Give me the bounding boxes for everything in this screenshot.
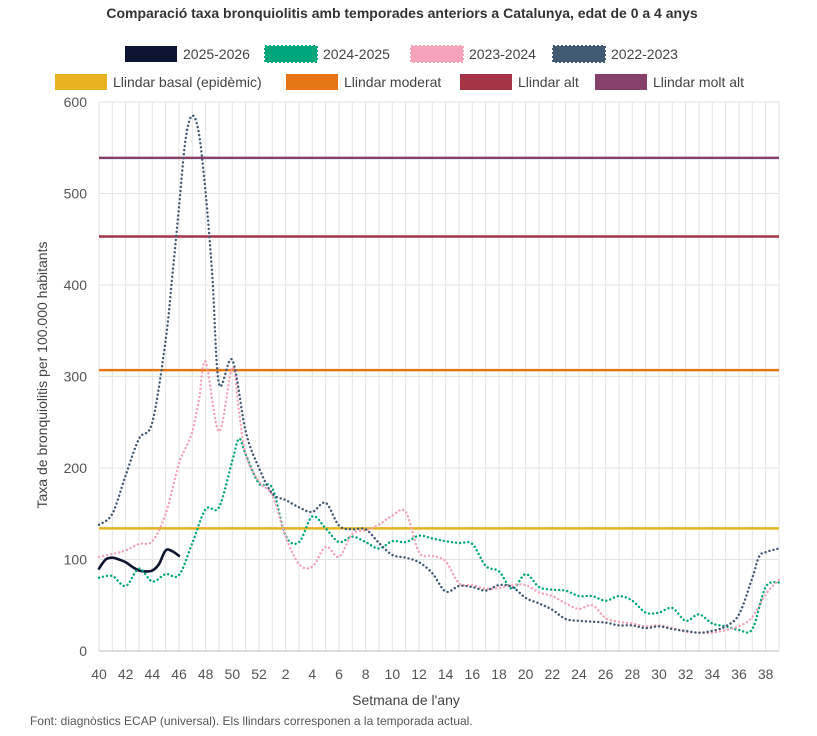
y-tick-label: 600 bbox=[64, 94, 88, 110]
legend-swatch-threshold bbox=[286, 74, 338, 90]
x-tick-label: 16 bbox=[465, 666, 481, 682]
x-tick-label: 48 bbox=[198, 666, 214, 682]
series-lines bbox=[97, 114, 781, 635]
x-tick-label: 50 bbox=[225, 666, 241, 682]
x-tick-label: 20 bbox=[518, 666, 534, 682]
chart-title: Comparació taxa bronquiolitis amb tempor… bbox=[106, 5, 698, 21]
threshold-lines bbox=[99, 156, 779, 530]
x-tick-label: 28 bbox=[625, 666, 641, 682]
legend-label-threshold: Llindar molt alt bbox=[653, 74, 744, 90]
x-tick-label: 22 bbox=[545, 666, 561, 682]
legend-swatch-2024-2025 bbox=[264, 45, 318, 63]
legend-swatch-2023-2024 bbox=[410, 45, 464, 63]
y-tick-label: 100 bbox=[64, 552, 88, 568]
y-tick-label: 400 bbox=[64, 277, 88, 293]
legend-swatch-threshold bbox=[460, 74, 512, 90]
y-tick-label: 500 bbox=[64, 186, 88, 202]
x-tick-label: 26 bbox=[598, 666, 614, 682]
legend-label-2024-2025: 2024-2025 bbox=[323, 46, 390, 62]
y-tick-label: 200 bbox=[64, 460, 88, 476]
x-tick-label: 36 bbox=[731, 666, 747, 682]
x-tick-label: 42 bbox=[118, 666, 134, 682]
y-tick-label: 0 bbox=[79, 643, 87, 659]
legend-swatch-threshold bbox=[595, 74, 647, 90]
x-tick-label: 46 bbox=[171, 666, 187, 682]
grid bbox=[98, 101, 780, 652]
x-tick-label: 24 bbox=[571, 666, 587, 682]
y-tick-label: 300 bbox=[64, 369, 88, 385]
x-tick-label: 2 bbox=[282, 666, 290, 682]
legend-label-threshold: Llindar moderat bbox=[344, 74, 441, 90]
legend-label-2025-2026: 2025-2026 bbox=[183, 46, 250, 62]
y-axis-title: Taxa de bronquiolitis per 100.000 habita… bbox=[34, 242, 50, 509]
x-tick-label: 10 bbox=[385, 666, 401, 682]
x-tick-label: 18 bbox=[491, 666, 507, 682]
legend-swatch-threshold bbox=[55, 74, 107, 90]
legend-label-2022-2023: 2022-2023 bbox=[611, 46, 678, 62]
legend-label-threshold: Llindar alt bbox=[518, 74, 579, 90]
x-tick-label: 30 bbox=[651, 666, 667, 682]
x-tick-label: 4 bbox=[308, 666, 316, 682]
legend-swatch-2022-2023 bbox=[552, 45, 606, 63]
x-tick-label: 6 bbox=[335, 666, 343, 682]
series-line-2024-2025 bbox=[97, 437, 781, 634]
x-tick-label: 38 bbox=[758, 666, 774, 682]
series-line-2023-2024 bbox=[97, 360, 781, 635]
x-tick-label: 32 bbox=[678, 666, 694, 682]
legend-label-2023-2024: 2023-2024 bbox=[469, 46, 536, 62]
legend-label-threshold: Llindar basal (epidèmic) bbox=[113, 74, 262, 90]
legend-swatch-2025-2026 bbox=[125, 46, 177, 62]
x-tick-label: 34 bbox=[705, 666, 721, 682]
x-axis-title: Setmana de l'any bbox=[352, 692, 460, 708]
x-tick-label: 12 bbox=[411, 666, 427, 682]
x-tick-label: 44 bbox=[145, 666, 161, 682]
x-tick-label: 8 bbox=[362, 666, 370, 682]
source-note: Font: diagnòstics ECAP (universal). Els … bbox=[30, 714, 473, 728]
x-tick-label: 52 bbox=[251, 666, 267, 682]
series-line-2025-2026 bbox=[97, 548, 181, 573]
legend: 2025-2026 2024-2025 2023-2024 2022-2023 Llin… bbox=[55, 45, 744, 90]
x-tick-label: 40 bbox=[91, 666, 107, 682]
x-tick-label: 14 bbox=[438, 666, 454, 682]
series-line-2022-2023 bbox=[97, 114, 781, 634]
